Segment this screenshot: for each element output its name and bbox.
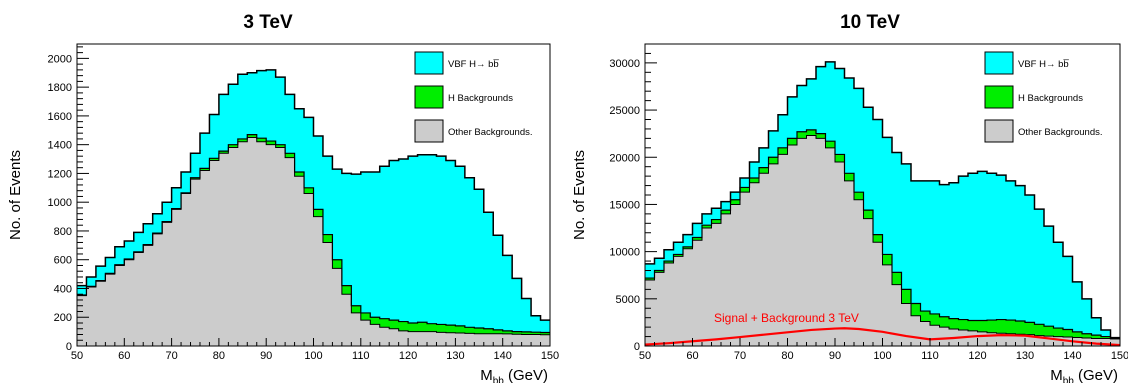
legend-h-backgrounds-label: H Backgrounds — [1018, 93, 1083, 104]
legend-h-backgrounds-label: H Backgrounds — [448, 93, 513, 104]
legend-other-backgrounds-swatch — [984, 119, 1014, 143]
x-tick-label: 120 — [399, 350, 417, 362]
y-tick-label: 0 — [634, 341, 640, 353]
x-tick-label: 80 — [213, 350, 225, 362]
x-tick-label: 100 — [304, 350, 322, 362]
y-tick-label: 1200 — [48, 168, 72, 180]
vbf-signal-outline — [77, 69, 550, 321]
legend-vbf-swatch — [984, 51, 1014, 75]
y-tick-label: 1600 — [48, 111, 72, 123]
x-axis-label: Mbb (GeV) — [1050, 367, 1118, 383]
chart-title: 3 TeV — [243, 12, 293, 33]
h-background-outline — [645, 129, 1120, 339]
legend-h-backgrounds-swatch — [984, 85, 1014, 109]
legend-vbf-label: VBF H→ bb̅ — [448, 59, 499, 70]
x-tick-label: 90 — [260, 350, 272, 362]
y-tick-label: 1800 — [48, 82, 72, 94]
y-tick-label: 0 — [66, 341, 72, 353]
y-axis-label: No. of Events — [7, 150, 24, 240]
y-tick-label: 2000 — [48, 53, 72, 65]
x-tick-label: 100 — [873, 350, 891, 362]
x-tick-label: 150 — [1111, 350, 1128, 362]
legend-other-backgrounds-label: Other Backgrounds. — [1018, 127, 1103, 138]
x-tick-label: 140 — [494, 350, 512, 362]
x-tick-label: 90 — [829, 350, 841, 362]
chart-10tev: 10 TeV Signal + Background 3 TeV 50 60 70 80 9… — [571, 12, 1128, 383]
x-tick-label: 80 — [781, 350, 793, 362]
x-tick-label: 70 — [734, 350, 746, 362]
other-background-area — [77, 137, 550, 346]
legend-vbf-label: VBF H→ bb̅ — [1018, 59, 1069, 70]
y-tick-label: 20000 — [609, 152, 640, 164]
x-tick-label: 60 — [686, 350, 698, 362]
y-tick-label: 1400 — [48, 140, 72, 152]
other-background-outline — [77, 136, 550, 336]
other-background-outline — [645, 135, 1120, 340]
x-tick-label: 130 — [446, 350, 464, 362]
x-tick-label: 60 — [118, 350, 130, 362]
y-tick-label: 10000 — [609, 247, 640, 259]
x-tick-label: 110 — [921, 350, 939, 362]
chart-panel-10tev: 10 TeV Signal + Background 3 TeV 50 60 70 80 9… — [564, 0, 1128, 383]
vbf-signal-outline — [645, 61, 1120, 340]
y-tick-label: 600 — [54, 255, 72, 267]
x-tick-label: 120 — [968, 350, 986, 362]
legend-other-backgrounds-swatch — [414, 119, 444, 143]
y-tick-label: 25000 — [609, 105, 640, 117]
x-tick-label: 50 — [71, 350, 83, 362]
x-tick-label: 130 — [1016, 350, 1034, 362]
x-axis-label: Mbb (GeV) — [480, 367, 548, 383]
x-tick-label: 150 — [541, 350, 559, 362]
legend-other-backgrounds-label: Other Backgrounds. — [448, 127, 533, 138]
y-tick-label: 400 — [54, 283, 72, 295]
x-tick-label: 140 — [1063, 350, 1081, 362]
y-tick-label: 200 — [54, 312, 72, 324]
y-tick-label: 1000 — [48, 197, 72, 209]
signal-plus-background-3tev-line — [644, 327, 1121, 347]
y-axis-label: No. of Events — [571, 150, 588, 240]
y-tick-label: 5000 — [616, 294, 640, 306]
y-tick-label: 30000 — [609, 58, 640, 70]
signal-annotation: Signal + Background 3 TeV — [714, 311, 859, 325]
other-background-area — [645, 135, 1120, 346]
x-tick-label: 110 — [352, 350, 370, 362]
chart-panel-3tev: 3 TeV 50 60 70 80 90 100 110 120 130 140 150 0 200 400… — [7, 12, 559, 383]
y-tick-label: 15000 — [609, 199, 640, 211]
x-tick-label: 50 — [639, 350, 651, 362]
vbf-signal-area — [645, 61, 1120, 339]
chart-title: 10 TeV — [840, 12, 900, 33]
x-tick-label: 70 — [165, 350, 177, 362]
legend-h-backgrounds-swatch — [414, 85, 444, 109]
legend-vbf-swatch — [414, 51, 444, 75]
y-tick-label: 800 — [54, 226, 72, 238]
chart-3tev: 3 TeV 50 60 70 80 90 100 110 120 130 140 150 0 200 400… — [7, 12, 559, 383]
